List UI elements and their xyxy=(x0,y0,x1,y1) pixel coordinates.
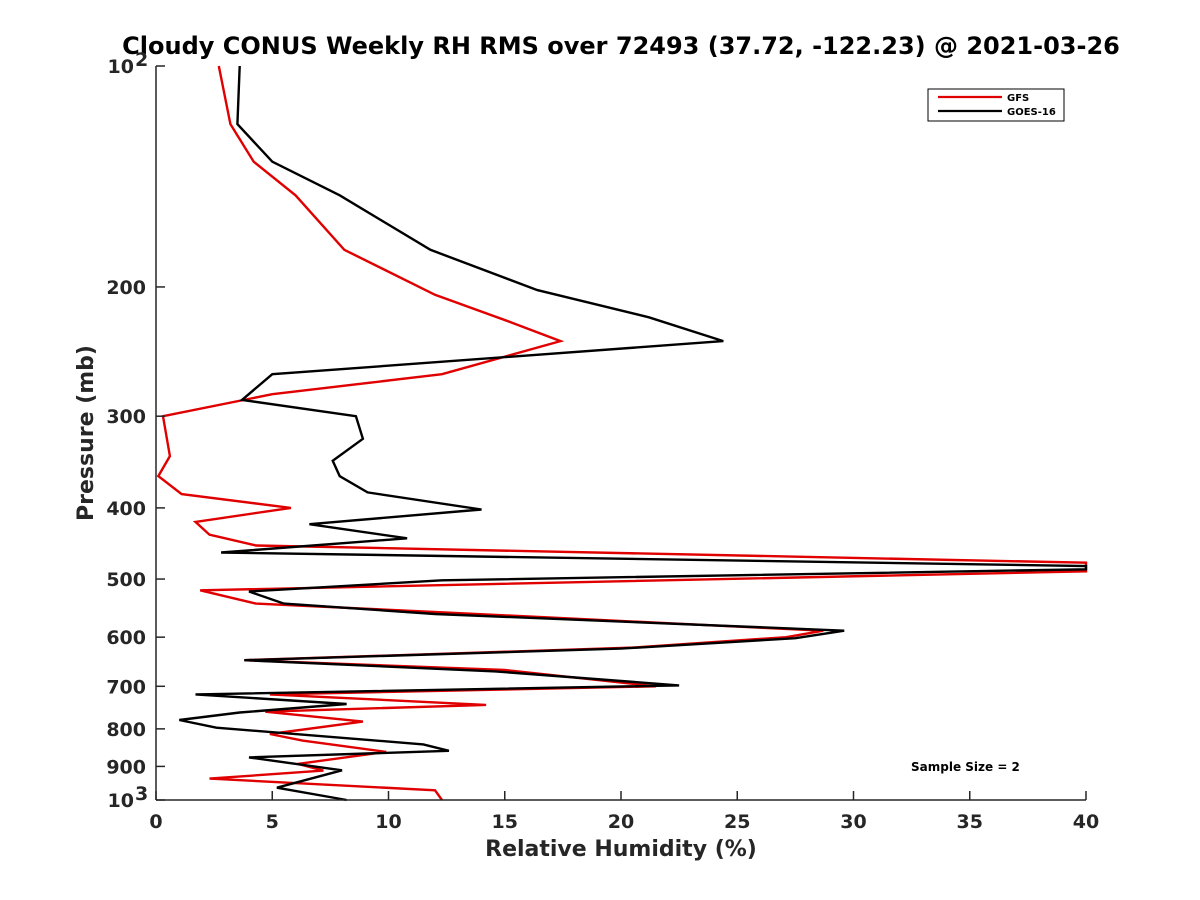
y-tick-exponent: 3 xyxy=(135,783,148,805)
legend-box xyxy=(927,88,1065,122)
x-ticks: 0 5 10 15 20 25 30 35 40 xyxy=(149,791,1099,833)
y-tick-exponent: 2 xyxy=(135,49,148,71)
y-tick-label: 900 xyxy=(106,756,146,778)
x-tick-label: 20 xyxy=(608,811,634,833)
series-line-gfs xyxy=(156,65,1088,801)
y-tick-label: 200 xyxy=(106,277,146,299)
series-layer xyxy=(156,65,1088,802)
x-tick-label: 30 xyxy=(840,811,866,833)
y-tick-label: 500 xyxy=(106,569,146,591)
legend-gfs-label: GFS xyxy=(1007,93,1029,104)
y-tick-label: 700 xyxy=(106,676,146,698)
y-tick-label: 10 xyxy=(108,56,134,78)
legend-goes16-label: GOES-16 xyxy=(1007,107,1056,118)
x-tick-label: 35 xyxy=(957,811,983,833)
x-tick-label: 0 xyxy=(149,811,162,833)
plot-area xyxy=(156,66,1086,800)
y-axis-label: Pressure (mb) xyxy=(74,345,99,521)
y-tick-label: 800 xyxy=(106,719,146,741)
x-tick-label: 10 xyxy=(375,811,401,833)
y-tick-label: 600 xyxy=(106,627,146,649)
x-tick-label: 5 xyxy=(266,811,279,833)
y-tick-label: 10 xyxy=(108,790,134,812)
y-tick-label: 300 xyxy=(106,406,146,428)
series-line-goes16 xyxy=(179,65,1088,802)
x-axis-label: Relative Humidity (%) xyxy=(485,837,757,862)
chart-title: Cloudy CONUS Weekly RH RMS over 72493 (3… xyxy=(122,32,1120,60)
legend: GFS GOES-16 xyxy=(927,88,1065,122)
y-tick-label: 400 xyxy=(106,498,146,520)
x-tick-label: 40 xyxy=(1073,811,1099,833)
x-tick-label: 25 xyxy=(724,811,750,833)
x-tick-label: 15 xyxy=(492,811,518,833)
sample-size-annotation: Sample Size = 2 xyxy=(911,760,1020,774)
